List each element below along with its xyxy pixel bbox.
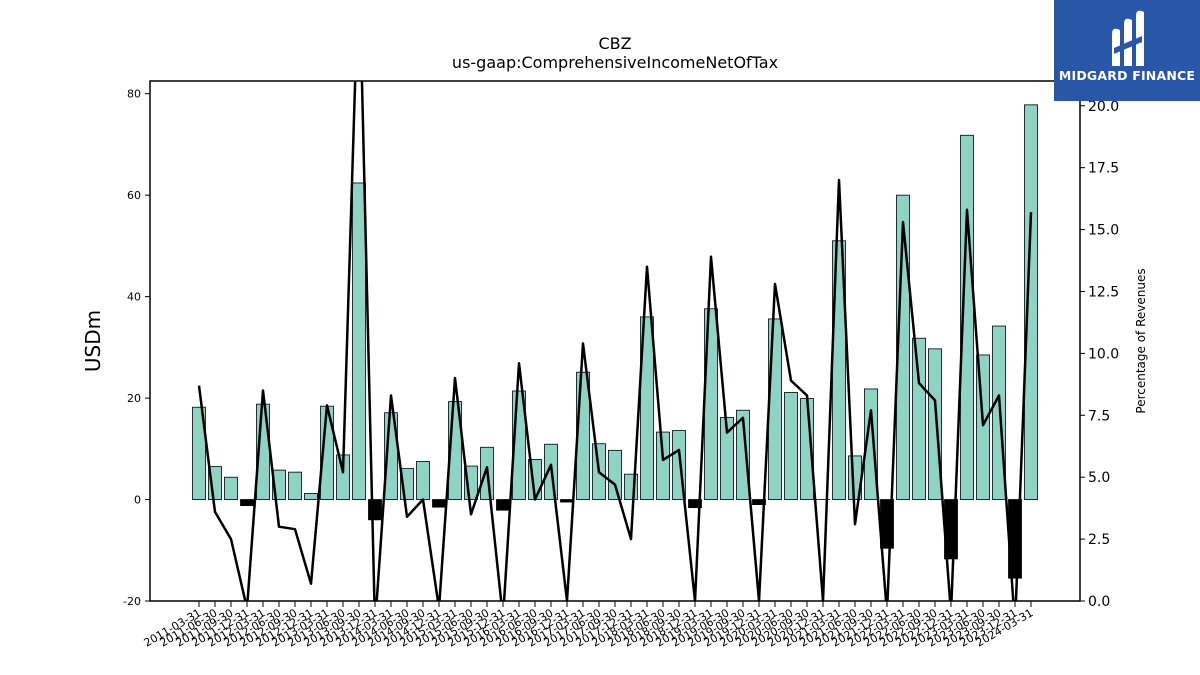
bar <box>288 471 302 500</box>
bar-series <box>192 104 1038 579</box>
bar <box>496 499 510 511</box>
bar <box>224 476 238 500</box>
logo-mark-icon <box>1112 10 1144 67</box>
y2-tick-label: 20.0 <box>1088 99 1119 115</box>
bar <box>960 134 974 500</box>
bar <box>736 409 750 500</box>
y2-tick-label: 7.5 <box>1088 408 1110 424</box>
bar <box>192 406 206 500</box>
y2-tick-label: 12.5 <box>1088 284 1119 300</box>
y-tick-label: 60 <box>127 189 141 202</box>
bar <box>752 499 766 506</box>
y2-tick-label: 5.0 <box>1088 470 1110 486</box>
bar <box>656 431 670 500</box>
y-tick-label: 20 <box>127 392 141 405</box>
bar <box>368 499 382 521</box>
y2-tick-label: 10.0 <box>1088 346 1119 362</box>
bar <box>640 316 654 500</box>
y2-tick-label: 0.0 <box>1088 594 1110 610</box>
chart-title: CBZ <box>598 34 631 53</box>
y-axis-label: USDm <box>81 310 105 372</box>
bar <box>928 348 942 500</box>
chart-subtitle: us-gaap:ComprehensiveIncomeNetOfTax <box>452 53 778 72</box>
bar <box>432 499 446 508</box>
y2-tick-label: 2.5 <box>1088 532 1110 548</box>
bar <box>864 388 878 500</box>
y-tick-label: 40 <box>127 291 141 304</box>
brand-logo: MIDGARD FINANCE <box>1054 0 1200 101</box>
bar <box>784 392 798 500</box>
line-series <box>197 81 1033 601</box>
bar <box>304 493 318 500</box>
y-tick-label: -20 <box>123 595 141 608</box>
y2-axis-label: Percentage of Revenues <box>1134 268 1148 413</box>
bar <box>560 499 574 503</box>
line-path <box>197 81 1033 601</box>
y2-tick-label: 17.5 <box>1088 161 1119 177</box>
bar <box>352 182 366 500</box>
bar <box>1024 104 1038 500</box>
y2-tick-label: 15.0 <box>1088 223 1119 239</box>
y2-axis-ticks: 0.0 2.5 5.0 7.5 10.0 12.5 15.0 17.5 20.0 <box>1080 99 1119 610</box>
y-tick-label: 80 <box>127 88 141 101</box>
bar <box>912 337 926 500</box>
bar <box>688 499 702 509</box>
x-axis-ticks: 2011-03-312011-06-302011-09-302011-12-31… <box>142 601 1036 650</box>
bar <box>416 461 430 500</box>
logo-text: MIDGARD FINANCE <box>1058 68 1196 83</box>
bar <box>240 499 254 507</box>
bar <box>720 416 734 500</box>
y-tick-label: 0 <box>134 494 141 507</box>
bar <box>768 318 782 500</box>
y-axis-ticks: -20 0 20 40 60 80 <box>123 88 150 608</box>
plot-frame <box>149 80 1081 602</box>
bar <box>608 449 622 500</box>
